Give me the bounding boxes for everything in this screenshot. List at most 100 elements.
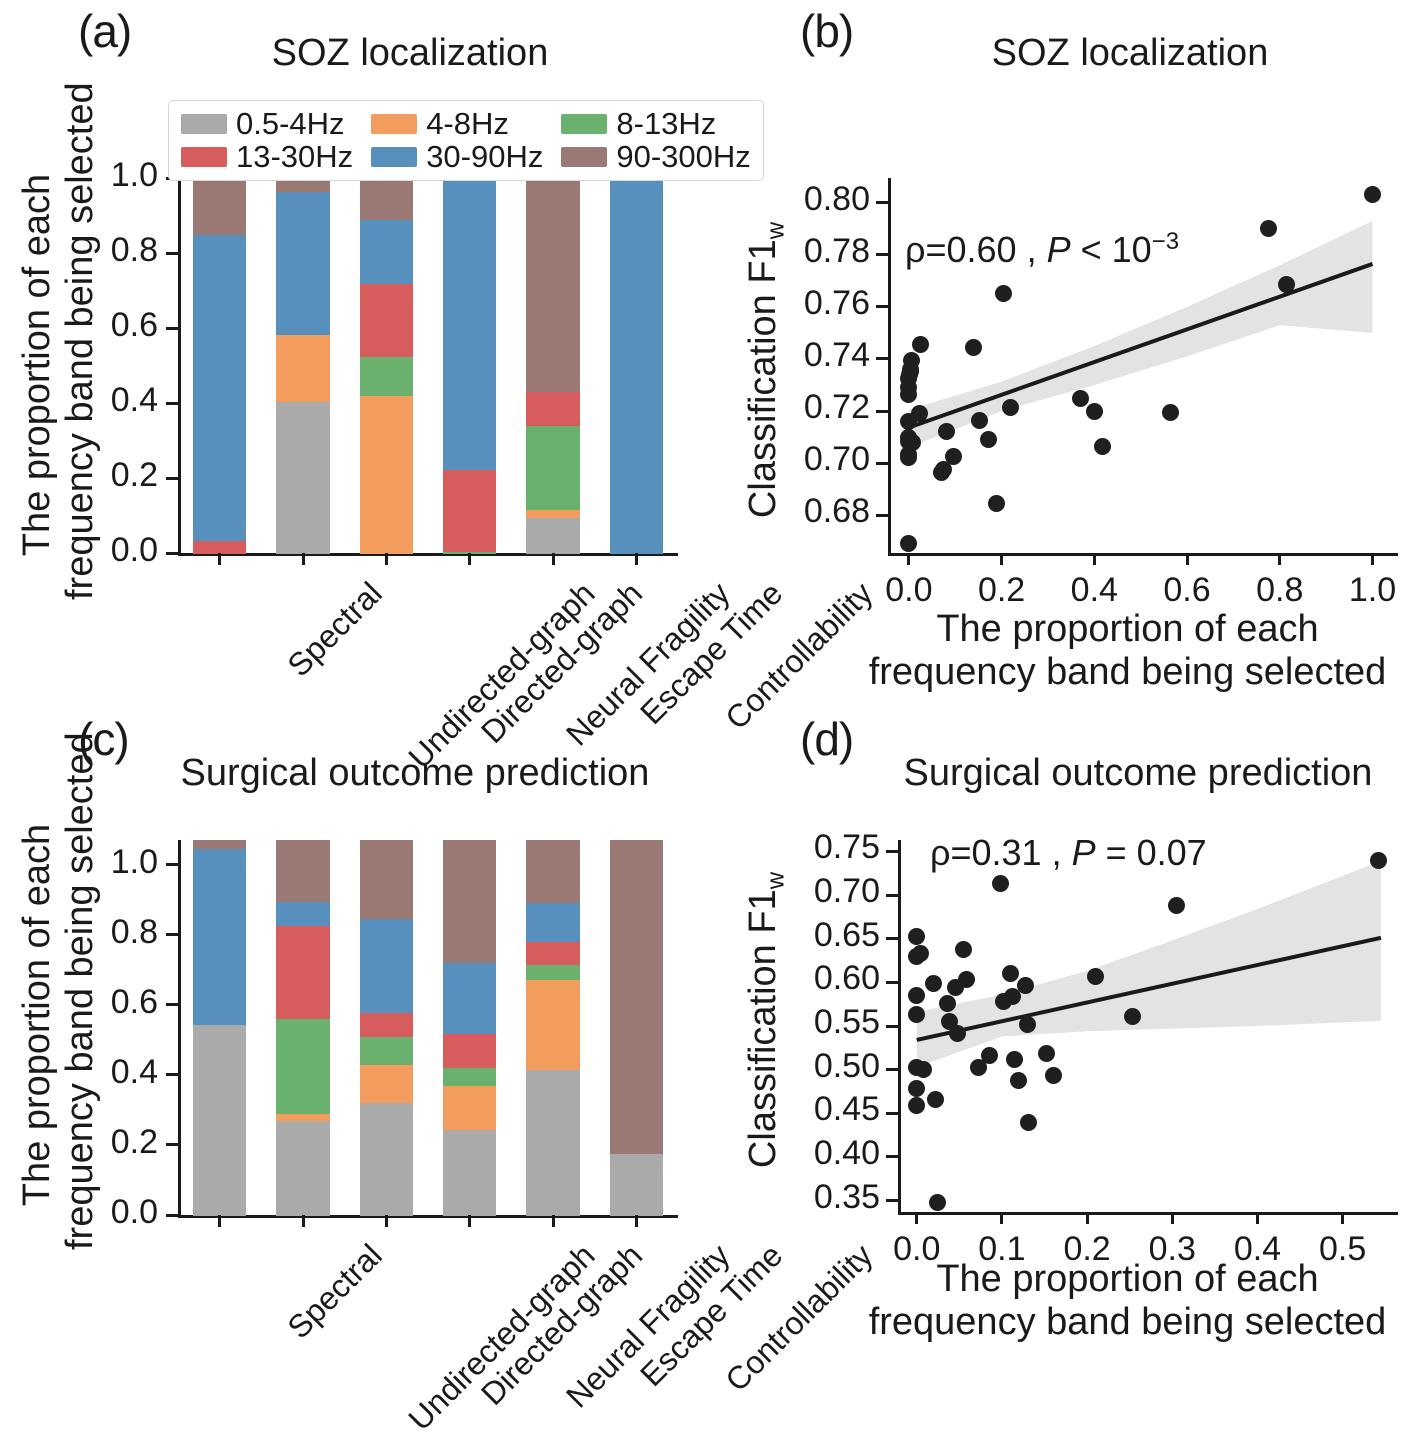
bar-segment[interactable] (193, 1024, 246, 1216)
scatter-point[interactable] (955, 941, 972, 958)
scatter-point[interactable] (971, 412, 988, 429)
bar-segment[interactable] (360, 283, 413, 357)
bar-segment[interactable] (526, 517, 579, 553)
x-tick-label: 1.0 (1318, 571, 1425, 610)
stacked-bar[interactable] (276, 840, 329, 1215)
scatter-point[interactable] (927, 1091, 944, 1108)
scatter-point[interactable] (1038, 1045, 1055, 1062)
stacked-bar[interactable] (193, 178, 246, 553)
stacked-bar[interactable] (276, 178, 329, 553)
bar-segment[interactable] (360, 357, 413, 397)
bar-segment[interactable] (276, 191, 329, 335)
bar-segment[interactable] (443, 178, 496, 470)
bar-segment[interactable] (526, 392, 579, 426)
stacked-bar[interactable] (443, 178, 496, 553)
bar-segment[interactable] (443, 1067, 496, 1086)
scatter-point[interactable] (1002, 399, 1019, 416)
bar-segment[interactable] (526, 979, 579, 1070)
bar-segment[interactable] (526, 1070, 579, 1216)
x-tick (1093, 553, 1096, 565)
scatter-point[interactable] (1020, 1114, 1037, 1131)
bar-segment[interactable] (443, 840, 496, 963)
scatter-point[interactable] (939, 995, 956, 1012)
scatter-point[interactable] (981, 1047, 998, 1064)
scatter-point[interactable] (912, 945, 929, 962)
scatter-point[interactable] (1087, 968, 1104, 985)
y-tick-label: 1.0 (40, 156, 158, 195)
bar-segment[interactable] (276, 901, 329, 926)
bar-segment[interactable] (193, 178, 246, 235)
scatter-point[interactable] (1168, 897, 1185, 914)
bar-segment[interactable] (360, 1036, 413, 1065)
bar-segment[interactable] (360, 178, 413, 220)
p-exponent: −3 (1152, 228, 1179, 255)
scatter-point[interactable] (925, 975, 942, 992)
bar-segment[interactable] (610, 1154, 663, 1216)
bar-segment[interactable] (526, 426, 579, 511)
stacked-bar[interactable] (360, 178, 413, 553)
bar-segment[interactable] (360, 1064, 413, 1103)
bar-segment[interactable] (610, 178, 663, 554)
y-tick-label: 0.50 (740, 1047, 880, 1086)
scatter-point[interactable] (992, 875, 1009, 892)
bar-segment[interactable] (360, 1012, 413, 1036)
bar-segment[interactable] (526, 510, 579, 518)
scatter-point[interactable] (1006, 1051, 1023, 1068)
bar-segment[interactable] (276, 1019, 329, 1114)
scatter-point[interactable] (1094, 438, 1111, 455)
bar-segment[interactable] (276, 401, 329, 553)
scatter-point[interactable] (908, 928, 925, 945)
bar-segment[interactable] (360, 396, 413, 554)
bar-segment[interactable] (443, 469, 496, 551)
legend-item: 0.5-4Hz (181, 108, 353, 139)
bar-segment[interactable] (443, 962, 496, 1034)
bar-segment[interactable] (526, 903, 579, 942)
stacked-bar[interactable] (526, 840, 579, 1215)
stacked-bar[interactable] (526, 178, 579, 553)
scatter-point[interactable] (965, 339, 982, 356)
bar-segment[interactable] (360, 220, 413, 284)
scatter-point[interactable] (1260, 220, 1277, 237)
scatter-point[interactable] (1010, 1072, 1027, 1089)
stacked-bar[interactable] (610, 840, 663, 1215)
bar-segment[interactable] (360, 919, 413, 1014)
scatter-point[interactable] (1072, 390, 1089, 407)
stacked-bar[interactable] (360, 840, 413, 1215)
scatter-point[interactable] (1019, 1016, 1036, 1033)
scatter-point[interactable] (1045, 1067, 1062, 1084)
bar-segment[interactable] (193, 849, 246, 1025)
bar-segment[interactable] (360, 1103, 413, 1216)
bar-segment[interactable] (526, 178, 579, 392)
y-tick (876, 462, 888, 465)
scatter-point[interactable] (1086, 403, 1103, 420)
panel-letter-b: (b) (800, 4, 853, 58)
scatter-point[interactable] (1124, 1008, 1141, 1025)
bar-segment[interactable] (276, 1120, 329, 1215)
legend-swatch-icon (181, 114, 227, 134)
bar-segment[interactable] (443, 1129, 496, 1215)
bar-segment[interactable] (193, 234, 246, 541)
bar-segment[interactable] (526, 964, 579, 980)
bar-segment[interactable] (526, 941, 579, 964)
scatter-point[interactable] (929, 1194, 946, 1211)
stacked-bar[interactable] (443, 840, 496, 1215)
scatter-point[interactable] (1002, 965, 1019, 982)
bar-segment[interactable] (276, 926, 329, 1019)
stacked-bar[interactable] (193, 840, 246, 1215)
scatter-point[interactable] (903, 352, 920, 369)
bar-segment[interactable] (193, 540, 246, 553)
bar-segment[interactable] (443, 1034, 496, 1068)
bar-segment[interactable] (276, 334, 329, 401)
bar-segment[interactable] (193, 840, 246, 849)
legend-label: 30-90Hz (426, 141, 543, 172)
bar-segment[interactable] (526, 840, 579, 903)
bar-segment[interactable] (276, 840, 329, 902)
scatter-point[interactable] (904, 434, 921, 451)
scatter-point[interactable] (911, 405, 928, 422)
bar-segment[interactable] (360, 840, 413, 919)
scatter-point[interactable] (958, 971, 975, 988)
bar-segment[interactable] (610, 840, 663, 1154)
stacked-bar[interactable] (610, 178, 663, 553)
bar-segment[interactable] (276, 1113, 329, 1121)
bar-segment[interactable] (443, 1085, 496, 1130)
